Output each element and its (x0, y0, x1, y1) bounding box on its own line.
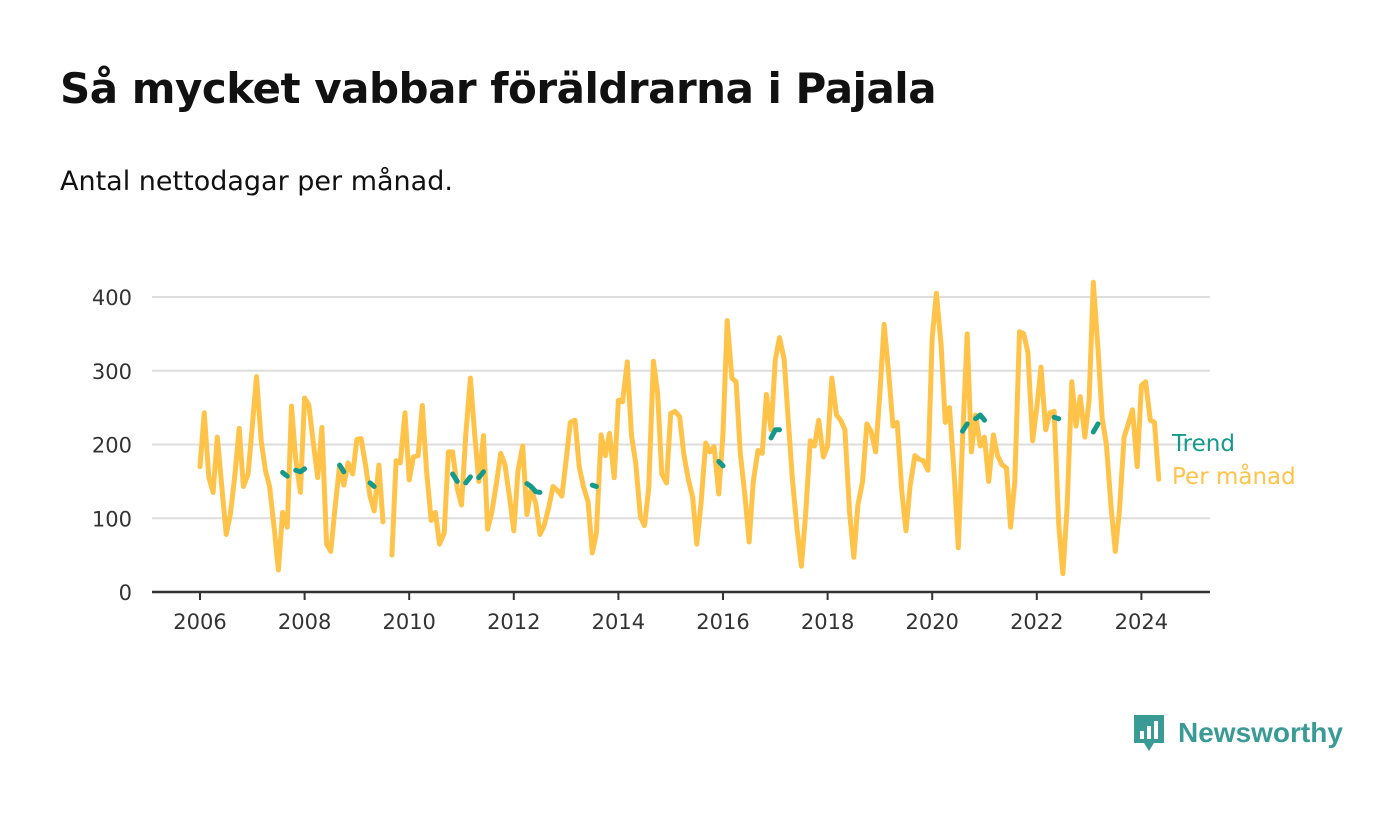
y-tick-label: 300 (92, 360, 132, 384)
x-axis-ticks: 2006 2008 2010 2012 2014 2016 2018 2020 2022 2024 (173, 592, 1168, 634)
y-tick-label: 400 (92, 286, 132, 310)
x-tick-label: 2012 (487, 610, 540, 634)
x-tick-label: 2022 (1010, 610, 1063, 634)
x-tick-label: 2014 (592, 610, 645, 634)
x-tick-label: 2018 (801, 610, 854, 634)
series-lines (197, 279, 1162, 577)
newsworthy-logo-icon (1134, 715, 1164, 751)
legend-per-month: Per månad (1172, 462, 1296, 490)
brand-logo: Newsworthy (1132, 711, 1343, 755)
x-tick-label: 2006 (173, 610, 226, 634)
x-tick-label: 2016 (696, 610, 749, 634)
x-tick-label: 2020 (905, 610, 958, 634)
brand-name: Newsworthy (1178, 717, 1343, 748)
x-tick-label: 2008 (278, 610, 331, 634)
y-tick-label: 100 (92, 507, 132, 531)
gridlines (152, 296, 1210, 520)
legend-trend: Trend (1171, 431, 1235, 457)
legend: Per månad Trend (1171, 431, 1296, 490)
y-tick-label: 200 (92, 434, 132, 458)
chart-subtitle: Antal nettodagar per månad. (60, 166, 453, 197)
y-tick-label: 0 (119, 581, 132, 605)
x-tick-label: 2010 (382, 610, 435, 634)
y-axis-ticks: 0 100 200 300 400 (92, 286, 132, 605)
chart-title: Så mycket vabbar föräldrarna i Pajala (60, 64, 937, 113)
series-per-month-line (197, 279, 1162, 577)
x-tick-label: 2024 (1115, 610, 1168, 634)
